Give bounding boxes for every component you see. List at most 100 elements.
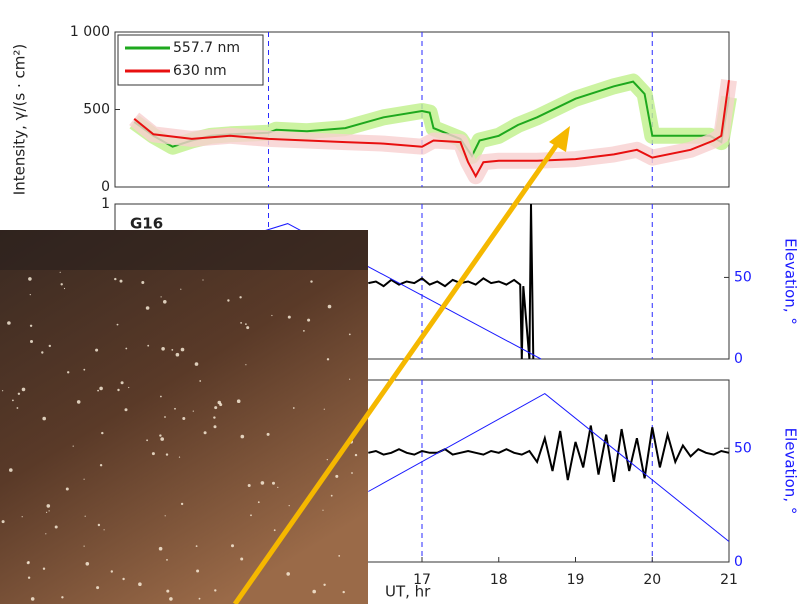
- star: [180, 288, 182, 290]
- star: [30, 340, 33, 343]
- star: [165, 453, 169, 456]
- star: [160, 296, 162, 298]
- star: [174, 407, 176, 410]
- star: [273, 529, 276, 532]
- star: [349, 378, 351, 380]
- x-tick-label: 21: [720, 572, 738, 588]
- star: [145, 306, 150, 310]
- star: [196, 569, 200, 573]
- star: [175, 352, 180, 357]
- star: [30, 597, 35, 601]
- star: [245, 364, 247, 366]
- star: [217, 400, 222, 405]
- star: [338, 555, 341, 557]
- star: [48, 510, 50, 512]
- star: [246, 326, 250, 330]
- arrow-shaft: [232, 138, 563, 604]
- star: [141, 281, 145, 284]
- star: [97, 523, 101, 527]
- arrow-head: [549, 126, 570, 152]
- star: [231, 544, 234, 548]
- star: [146, 439, 149, 442]
- star: [1, 520, 5, 524]
- star: [323, 408, 325, 410]
- star: [257, 501, 260, 504]
- star: [60, 283, 63, 286]
- x-tick-label: 20: [643, 572, 661, 588]
- star: [354, 453, 358, 457]
- star: [169, 597, 173, 601]
- star: [326, 358, 330, 361]
- star: [9, 468, 13, 472]
- star: [46, 511, 48, 513]
- x-tick-label: 18: [490, 572, 508, 588]
- star: [342, 590, 345, 594]
- star: [101, 431, 104, 435]
- star: [199, 380, 202, 382]
- star: [95, 348, 99, 352]
- y2-axis-label: Elevation, °: [782, 238, 800, 325]
- star: [67, 371, 70, 374]
- star: [42, 567, 46, 570]
- star: [164, 515, 166, 517]
- star: [247, 484, 251, 487]
- legend-box: [117, 34, 264, 86]
- star: [29, 294, 31, 296]
- y2-tick-label: 0: [734, 554, 743, 570]
- x-axis-label: UT, hr: [385, 583, 431, 601]
- star: [266, 432, 270, 436]
- star: [240, 322, 243, 324]
- x-tick-label: 17: [413, 572, 431, 588]
- star: [307, 318, 311, 322]
- star: [29, 324, 33, 327]
- star: [83, 545, 85, 547]
- star: [327, 304, 332, 309]
- y-tick-label: 1 000: [70, 24, 110, 40]
- star: [54, 525, 58, 529]
- star: [83, 368, 86, 371]
- series-line: [368, 392, 730, 542]
- photo-overlay: [0, 230, 368, 604]
- star: [7, 321, 11, 325]
- star: [192, 410, 194, 412]
- x-tick-label: 19: [567, 572, 585, 588]
- star: [99, 464, 103, 467]
- star: [110, 570, 114, 573]
- legend-label: 630 nm: [173, 63, 227, 79]
- star: [76, 400, 81, 404]
- star: [236, 399, 241, 404]
- series-line: [368, 203, 535, 360]
- star: [27, 576, 31, 579]
- star: [124, 408, 128, 412]
- star: [160, 395, 162, 398]
- star: [125, 347, 128, 350]
- star: [213, 416, 216, 419]
- star: [323, 583, 326, 586]
- star: [286, 572, 291, 576]
- star: [287, 315, 291, 319]
- star: [59, 271, 61, 273]
- star: [214, 406, 218, 410]
- star: [161, 347, 165, 351]
- star: [151, 452, 155, 456]
- series-line: [368, 425, 730, 483]
- star: [351, 472, 353, 474]
- star: [171, 349, 174, 351]
- star: [240, 557, 244, 561]
- star: [277, 486, 279, 488]
- star: [65, 487, 69, 491]
- y2-tick-label: 50: [734, 440, 752, 456]
- star: [41, 351, 44, 354]
- star: [227, 299, 230, 302]
- star: [303, 330, 305, 332]
- star: [159, 434, 162, 437]
- star: [194, 362, 199, 366]
- star: [195, 545, 198, 547]
- star: [310, 280, 313, 283]
- star: [1, 390, 4, 392]
- star: [271, 314, 273, 317]
- star: [160, 437, 164, 441]
- star: [245, 323, 247, 325]
- star: [61, 596, 64, 599]
